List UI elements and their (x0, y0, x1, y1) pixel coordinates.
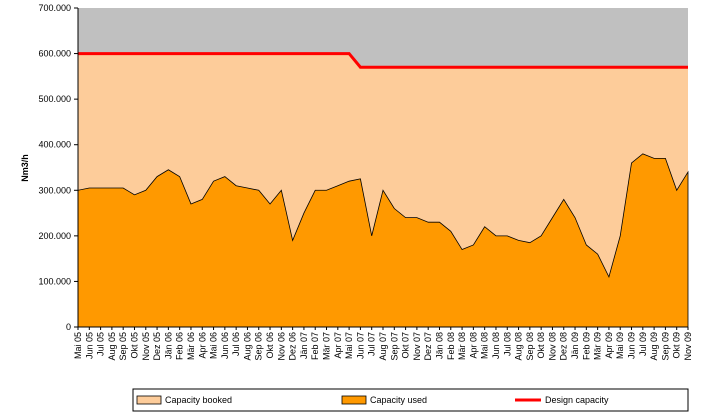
x-tick-label: Okt 05 (129, 332, 139, 359)
x-tick-label: Aug 08 (514, 332, 524, 361)
x-tick-label: Jun 05 (84, 332, 94, 359)
x-tick-label: Jun 09 (627, 332, 637, 359)
y-tick-label: 0 (66, 322, 71, 332)
x-tick-label: Nov 08 (547, 332, 557, 361)
x-tick-label: Mai 07 (344, 332, 354, 359)
line-2 (78, 52, 688, 69)
x-tick-label: Jul 09 (638, 332, 648, 356)
x-tick-label: Feb 08 (446, 332, 456, 360)
area-1 (77, 153, 689, 328)
y-tick-label: 700.000 (38, 3, 71, 13)
x-tick-label: Okt 07 (401, 332, 411, 359)
x-tick-label: Jän 09 (570, 332, 580, 359)
x-tick-label: Mär 07 (322, 332, 332, 360)
x-tick-label: Sep 09 (660, 332, 670, 361)
legend-swatch (341, 395, 367, 405)
legend-box (132, 388, 689, 412)
x-tick-label: Jul 05 (96, 332, 106, 356)
x-tick-label: Apr 09 (604, 332, 614, 359)
x-tick-label: Aug 09 (649, 332, 659, 361)
x-tick-label: Jän 06 (163, 332, 173, 359)
x-tick-label: Jul 08 (502, 332, 512, 356)
y-tick-label: 400.000 (38, 140, 71, 150)
x-tick-label: Apr 07 (333, 332, 343, 359)
x-tick-label: Mär 06 (186, 332, 196, 360)
x-tick-label: Jän 08 (434, 332, 444, 359)
x-tick-label: Mai 08 (480, 332, 490, 359)
y-tick-label: 200.000 (38, 231, 71, 241)
x-tick-label: Dez 07 (423, 332, 433, 361)
x-tick-label: Feb 07 (310, 332, 320, 360)
x-tick-label: Jän 07 (299, 332, 309, 359)
legend-label: Capacity used (370, 395, 427, 405)
x-tick-label: Dez 05 (152, 332, 162, 361)
x-tick-label: Jun 06 (220, 332, 230, 359)
x-tick-label: Sep 08 (525, 332, 535, 361)
x-tick-label: Feb 06 (175, 332, 185, 360)
x-tick-label: Mär 08 (457, 332, 467, 360)
x-tick-label: Okt 09 (672, 332, 682, 359)
x-tick-label: Aug 06 (242, 332, 252, 361)
y-axis-label: Nm3/h (20, 154, 30, 182)
x-tick-label: Jun 08 (491, 332, 501, 359)
legend-label: Design capacity (545, 395, 609, 405)
x-tick-label: Sep 05 (118, 332, 128, 361)
x-tick-label: Mai 06 (209, 332, 219, 359)
x-tick-label: Nov 09 (683, 332, 693, 361)
y-tick-label: 100.000 (38, 276, 71, 286)
legend-swatch (136, 395, 162, 405)
x-tick-label: Mai 09 (615, 332, 625, 359)
x-tick-label: Jun 07 (355, 332, 365, 359)
y-tick-label: 300.000 (38, 185, 71, 195)
x-tick-label: Aug 07 (378, 332, 388, 361)
x-tick-label: Apr 08 (468, 332, 478, 359)
x-tick-label: Jul 06 (231, 332, 241, 356)
x-tick-label: Okt 08 (536, 332, 546, 359)
x-tick-label: Sep 07 (389, 332, 399, 361)
x-tick-label: Sep 06 (254, 332, 264, 361)
x-tick-label: Nov 07 (412, 332, 422, 361)
x-tick-label: Jul 07 (367, 332, 377, 356)
x-tick-label: Nov 05 (141, 332, 151, 361)
x-tick-label: Nov 06 (276, 332, 286, 361)
x-tick-label: Dez 06 (288, 332, 298, 361)
x-tick-label: Apr 06 (197, 332, 207, 359)
y-tick-label: 500.000 (38, 94, 71, 104)
y-tick-label: 600.000 (38, 49, 71, 59)
x-tick-label: Aug 05 (107, 332, 117, 361)
x-tick-label: Dez 08 (559, 332, 569, 361)
x-tick-label: Feb 09 (581, 332, 591, 360)
x-tick-label: Okt 06 (265, 332, 275, 359)
x-tick-label: Mai 05 (73, 332, 83, 359)
legend-label: Capacity booked (165, 395, 232, 405)
x-tick-label: Mär 09 (593, 332, 603, 360)
